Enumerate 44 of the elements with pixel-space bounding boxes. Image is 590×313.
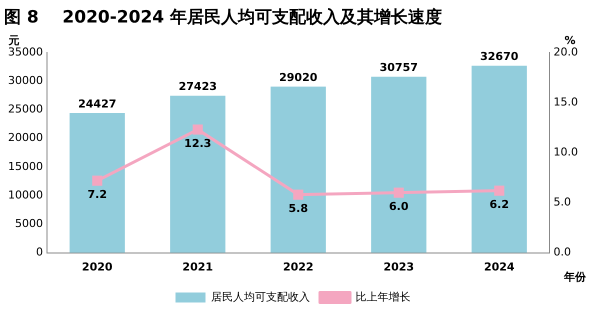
y-tick-label: 35000 [8,45,43,58]
point [293,190,304,200]
data-label: 29020 [279,71,318,84]
chart-title: 图 8 2020-2024 年居民人均可支配收入及其增长速度 [4,8,442,28]
data-label: 32670 [480,50,519,64]
data-label: 24427 [78,97,116,110]
y-tick-label: 10000 [8,188,43,202]
x-tick-label: 2024 [484,260,515,274]
y-tick-label: 20000 [8,131,43,144]
legend-label: 比上年增长 [356,290,410,304]
bar [270,86,326,253]
bar [170,96,226,253]
y-tick-label: 5000 [14,217,43,230]
y2-tick-label: 10.0 [554,145,578,158]
y-tick-label: 30000 [8,74,43,87]
data-label: 27423 [178,80,217,94]
data-label: 30757 [380,61,418,74]
y2-tick-label: 20.0 [554,45,578,58]
y-axis-title: 元 [8,34,20,47]
bar [70,112,125,253]
y-tick-label: 0 [36,246,43,259]
x-tick-label: 2021 [182,260,214,274]
point [394,188,404,198]
data-label: 5.8 [288,202,308,216]
point [494,186,504,196]
y2-axis-title: % [564,34,576,47]
y2-tick-label: 0.0 [554,246,572,259]
data-label: 7.2 [87,188,107,202]
x-tick-label: 2022 [282,260,314,274]
x-tick-label: 2020 [82,260,113,274]
y2-tick-label: 15.0 [554,95,578,108]
y-tick-label: 25000 [8,102,43,116]
legend-label: 居民人均可支配收入 [211,290,310,304]
y-tick-label: 15000 [8,160,43,173]
x-axis-title: 年份 [563,270,587,284]
bar [472,66,527,253]
y2-tick-label: 5.0 [554,196,572,209]
point [192,124,203,135]
data-label: 6.0 [389,200,409,214]
x-tick-label: 2023 [383,260,414,274]
bar [371,76,426,253]
point [92,176,102,186]
data-label: 6.2 [490,198,510,212]
data-label: 12.3 [184,136,212,150]
